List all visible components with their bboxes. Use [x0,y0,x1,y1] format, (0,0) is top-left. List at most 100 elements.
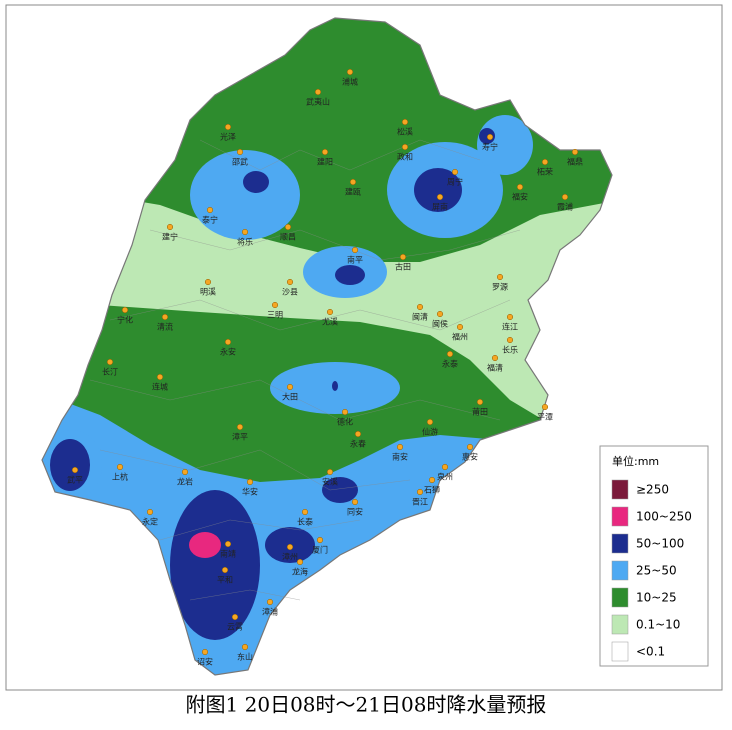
city-label: 晋江 [412,498,428,507]
city-label: 上杭 [112,472,128,482]
city-label: 将乐 [237,237,253,247]
rain-50-100-area [332,381,338,391]
city-label: 福安 [512,192,528,202]
city-label: 莆田 [472,407,488,417]
city-label: 罗源 [492,283,508,292]
caption: 附图1 20日08时～21日08时降水量预报 [186,693,547,717]
rain-50-100-area [243,171,269,193]
city-label: 武夷山 [306,97,330,107]
legend-label: 10~25 [636,591,677,605]
city-label: 同安 [347,507,363,517]
city-label: 南安 [392,452,408,462]
city-dot [146,508,154,516]
city-label: 武平 [67,475,83,485]
legend-swatch [611,587,629,608]
city-dot [436,310,444,318]
rain-25-50-area [190,150,300,240]
city-dot [496,273,504,281]
legend-label: ≥250 [636,483,669,497]
city-dot [156,373,164,381]
county-lines [89,139,521,601]
city-label: 福州 [452,333,468,342]
city-dot [541,403,549,411]
city-label: 浦城 [342,77,358,87]
city-label: 明溪 [200,287,216,297]
city-dot [326,468,334,476]
city-label: 东山 [237,652,253,662]
legend: 单位:mm ≥250 100~250 50~100 25~50 10~25 0.1~10 <… [599,445,709,667]
legend-swatch [611,641,629,662]
city-label: 平潭 [537,413,553,422]
city-label: 厦门 [312,545,328,555]
city-label: 长乐 [502,345,518,355]
legend-swatch [611,614,629,635]
city-label: 漳浦 [262,607,278,617]
city-dot [296,558,304,566]
city-label: 光泽 [220,132,236,142]
city-label: 沙县 [282,288,298,297]
city-dot [486,133,494,141]
city-dot [241,228,249,236]
city-dot [516,183,524,191]
city-dot [71,466,79,474]
city-label: 华安 [242,487,258,497]
city-dot [224,540,232,548]
city-label: 宁化 [117,315,133,325]
legend-label: 25~50 [636,564,677,578]
city-dot [121,306,129,314]
city-label: 连城 [152,382,168,392]
city-dot [314,88,322,96]
city-label: 建阳 [317,157,333,167]
city-dot [316,536,324,544]
city-dot [428,476,436,484]
rain-50-100-area [479,128,495,144]
city-dot [326,308,334,316]
city-label: 建瓯 [345,187,361,197]
city-dot [321,148,329,156]
city-dot [221,566,229,574]
city-dot [541,158,549,166]
city-label: 仙游 [422,427,438,437]
city-dot [231,613,239,621]
city-label: 周宁 [447,177,463,187]
legend-swatch [611,533,629,554]
city-label: 德化 [337,417,353,427]
city-dot [346,68,354,76]
city-dot [266,598,274,606]
city-label: 永定 [142,517,158,527]
city-label: 漳平 [232,432,248,442]
city-dot [571,148,579,156]
city-label: 尤溪 [322,317,338,327]
rain-50-100-area [322,477,358,503]
city-dot [246,478,254,486]
city-label: 福清 [487,363,503,373]
city-dot [284,223,292,231]
city-label: 永泰 [442,359,458,369]
rain-100-250-area [189,532,221,558]
city-label: 长泰 [297,517,313,527]
rain-50-100-area [170,490,260,640]
city-label: 福鼎 [567,158,583,167]
city-label: 政和 [397,152,413,162]
city-label: 顺昌 [280,233,296,242]
city-label: 漳州 [282,552,298,562]
city-dot [106,358,114,366]
city-dot [491,354,499,362]
city-label: 闽清 [412,312,428,322]
city-dot [416,488,424,496]
city-label: 清流 [157,322,173,332]
city-label: 闽侯 [432,320,448,329]
legend-label: 50~100 [636,537,684,551]
city-dot [236,423,244,431]
city-label: 大田 [282,392,298,402]
city-dot [506,336,514,344]
city-dot [204,278,212,286]
legend-title: 单位:mm [612,454,659,468]
city-dot [349,178,357,186]
rain-50-100-area [50,439,90,491]
city-dot [476,398,484,406]
city-label: 龙岩 [177,477,193,487]
city-label: 长汀 [102,367,118,377]
legend-label: <0.1 [636,645,665,659]
